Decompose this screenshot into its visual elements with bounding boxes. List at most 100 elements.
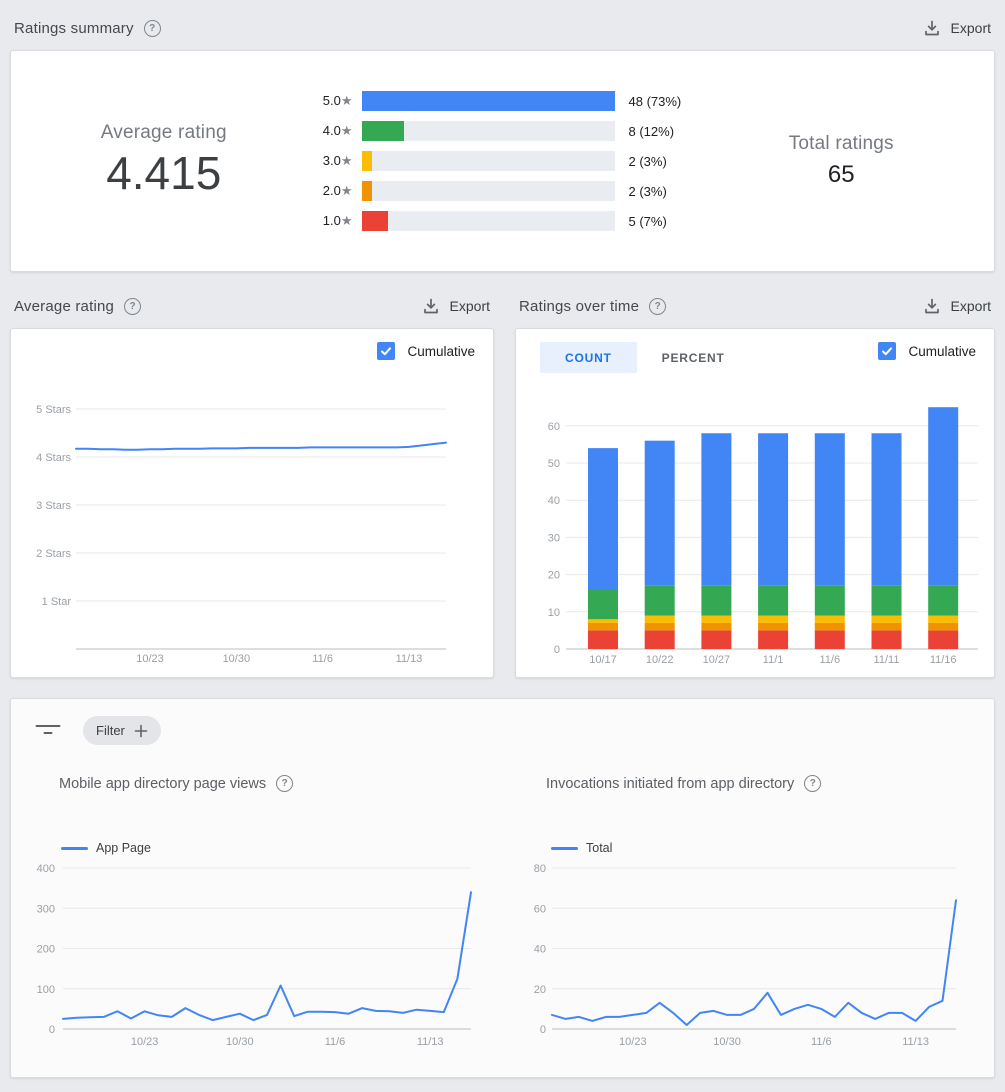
rating-bar-track xyxy=(361,121,615,141)
legend-label: App Page xyxy=(96,841,151,855)
average-rating-block: Average rating 4.415 xyxy=(11,122,317,200)
invocations-title: Invocations initiated from app directory xyxy=(546,775,795,792)
svg-text:30: 30 xyxy=(548,532,560,544)
svg-text:11/6: 11/6 xyxy=(820,654,841,666)
svg-text:60: 60 xyxy=(548,421,560,433)
svg-text:400: 400 xyxy=(37,863,55,875)
star-icon: ★ xyxy=(340,123,353,138)
svg-text:1 Star: 1 Star xyxy=(42,596,72,608)
cumulative-label: Cumulative xyxy=(908,343,976,359)
svg-text:3 Stars: 3 Stars xyxy=(36,500,71,512)
rating-bar-value: 48 (73%) xyxy=(628,93,682,109)
rating-distribution: 5.0★ 48 (73%) 4.0★ 8 (12%) 3.0★ 2 (3%) 2.0★ 2 (… xyxy=(317,86,689,236)
svg-text:11/11: 11/11 xyxy=(874,654,900,666)
rating-bar-fill xyxy=(361,121,404,141)
average-rating-header: Average rating ? Export xyxy=(10,284,494,328)
rating-bar-value: 5 (7%) xyxy=(628,213,667,229)
average-rating-value: 4.415 xyxy=(106,147,222,199)
svg-text:10: 10 xyxy=(548,607,560,619)
app-directory-metrics-card: Filter Mobile app directory page views ?… xyxy=(10,698,995,1078)
rating-bar-fill xyxy=(361,181,373,201)
svg-text:11/6: 11/6 xyxy=(325,1036,346,1048)
svg-text:11/13: 11/13 xyxy=(396,653,423,665)
filter-bar: Filter xyxy=(35,716,161,745)
average-rating-label: Average rating xyxy=(100,122,227,143)
page-views-line-chart: 0 100 200 300 400 10/23 10/30 11/6 11/13 xyxy=(37,863,472,1048)
rating-bar-label: 2.0★ xyxy=(322,183,353,198)
rating-bar-track xyxy=(361,211,615,231)
tab-count[interactable]: COUNT xyxy=(540,342,637,373)
ratings-summary-header: Ratings summary ? Export xyxy=(10,6,995,50)
help-icon[interactable]: ? xyxy=(649,297,667,315)
plus-icon xyxy=(134,724,148,737)
svg-text:11/1: 11/1 xyxy=(763,654,784,666)
svg-text:100: 100 xyxy=(37,984,55,996)
average-rating-chart-panel: 1 Star 2 Stars 3 Stars 4 Stars 5 Stars 10/23 1… xyxy=(10,328,494,678)
download-icon xyxy=(924,298,939,314)
invocations-line-chart: 0 20 40 60 80 10/23 10/30 11/6 11/13 xyxy=(534,863,957,1048)
help-icon[interactable]: ? xyxy=(143,19,161,37)
rating-bar-label: 4.0★ xyxy=(322,123,353,138)
ratings-over-time-chart-title: Ratings over time xyxy=(519,297,640,315)
rating-bar-row: 1.0★ 5 (7%) xyxy=(317,206,689,236)
filter-chip-label: Filter xyxy=(96,723,125,738)
invocations-legend: Total xyxy=(551,841,612,855)
svg-text:200: 200 xyxy=(37,944,55,956)
average-rating-chart-title: Average rating xyxy=(14,297,115,315)
page-views-section: Mobile app directory page views ? App Pa… xyxy=(11,745,503,1077)
ratings-over-time-section: Ratings over time ? Export 0 10 20 30 40 50 60… xyxy=(515,284,995,678)
export-button[interactable]: Export xyxy=(422,297,490,315)
rating-bar-label: 1.0★ xyxy=(322,213,353,228)
ratings-over-time-header: Ratings over time ? Export xyxy=(515,284,995,328)
ratings-over-time-bar-chart: 0 10 20 30 40 50 60 10/17 10/22 10/27 11/1 11/6 11/1… xyxy=(548,407,978,666)
cumulative-checkbox[interactable]: Cumulative xyxy=(878,342,976,360)
help-icon[interactable]: ? xyxy=(276,775,294,792)
svg-text:11/13: 11/13 xyxy=(902,1036,929,1048)
rating-bar-row: 5.0★ 48 (73%) xyxy=(317,86,689,116)
page-views-title-row: Mobile app directory page views ? xyxy=(59,775,294,792)
page-title: Ratings summary xyxy=(14,19,134,37)
export-button[interactable]: Export xyxy=(923,297,991,315)
svg-text:20: 20 xyxy=(534,984,546,996)
rating-bar-fill xyxy=(361,91,615,111)
svg-text:10/30: 10/30 xyxy=(223,653,251,665)
svg-text:4 Stars: 4 Stars xyxy=(36,452,71,464)
legend-line-icon xyxy=(61,846,88,850)
rating-bar-label: 5.0★ xyxy=(322,93,353,108)
export-button[interactable]: Export xyxy=(923,19,991,37)
svg-text:0: 0 xyxy=(540,1024,546,1036)
tab-percent[interactable]: PERCENT xyxy=(661,350,725,365)
cumulative-checkbox[interactable]: Cumulative xyxy=(377,342,475,360)
svg-text:11/6: 11/6 xyxy=(811,1036,832,1048)
svg-text:2 Stars: 2 Stars xyxy=(36,548,71,560)
rating-bar-row: 2.0★ 2 (3%) xyxy=(317,176,689,206)
help-icon[interactable]: ? xyxy=(804,775,822,792)
svg-text:10/23: 10/23 xyxy=(131,1036,159,1048)
export-label: Export xyxy=(950,20,991,36)
svg-text:50: 50 xyxy=(548,458,560,470)
star-icon: ★ xyxy=(340,93,353,108)
ratings-over-time-chart-panel: 0 10 20 30 40 50 60 10/17 10/22 10/27 11/1 11/6 11/1… xyxy=(515,328,995,678)
average-rating-section: Average rating ? Export 1 Star 2 Stars 3 S… xyxy=(10,284,494,678)
svg-text:0: 0 xyxy=(49,1024,55,1036)
star-icon: ★ xyxy=(340,153,353,168)
filter-list-icon[interactable] xyxy=(35,722,61,740)
rating-bar-track xyxy=(361,151,615,171)
rating-bar-fill xyxy=(361,211,388,231)
legend-label: Total xyxy=(586,841,613,855)
svg-text:60: 60 xyxy=(534,903,546,915)
rating-bar-track xyxy=(361,181,615,201)
svg-text:10/23: 10/23 xyxy=(136,653,164,665)
ratings-summary-card: Average rating 4.415 5.0★ 48 (73%) 4.0★ 8 (… xyxy=(10,50,995,272)
svg-text:11/16: 11/16 xyxy=(930,654,957,666)
svg-text:300: 300 xyxy=(37,903,55,915)
filter-chip[interactable]: Filter xyxy=(83,716,161,745)
checkbox-checked-icon xyxy=(377,342,396,360)
svg-text:10/17: 10/17 xyxy=(589,654,617,666)
star-icon: ★ xyxy=(340,183,353,198)
svg-text:5 Stars: 5 Stars xyxy=(36,404,71,416)
page-views-legend: App Page xyxy=(61,841,151,855)
help-icon[interactable]: ? xyxy=(124,297,142,315)
rating-bar-track xyxy=(361,91,615,111)
